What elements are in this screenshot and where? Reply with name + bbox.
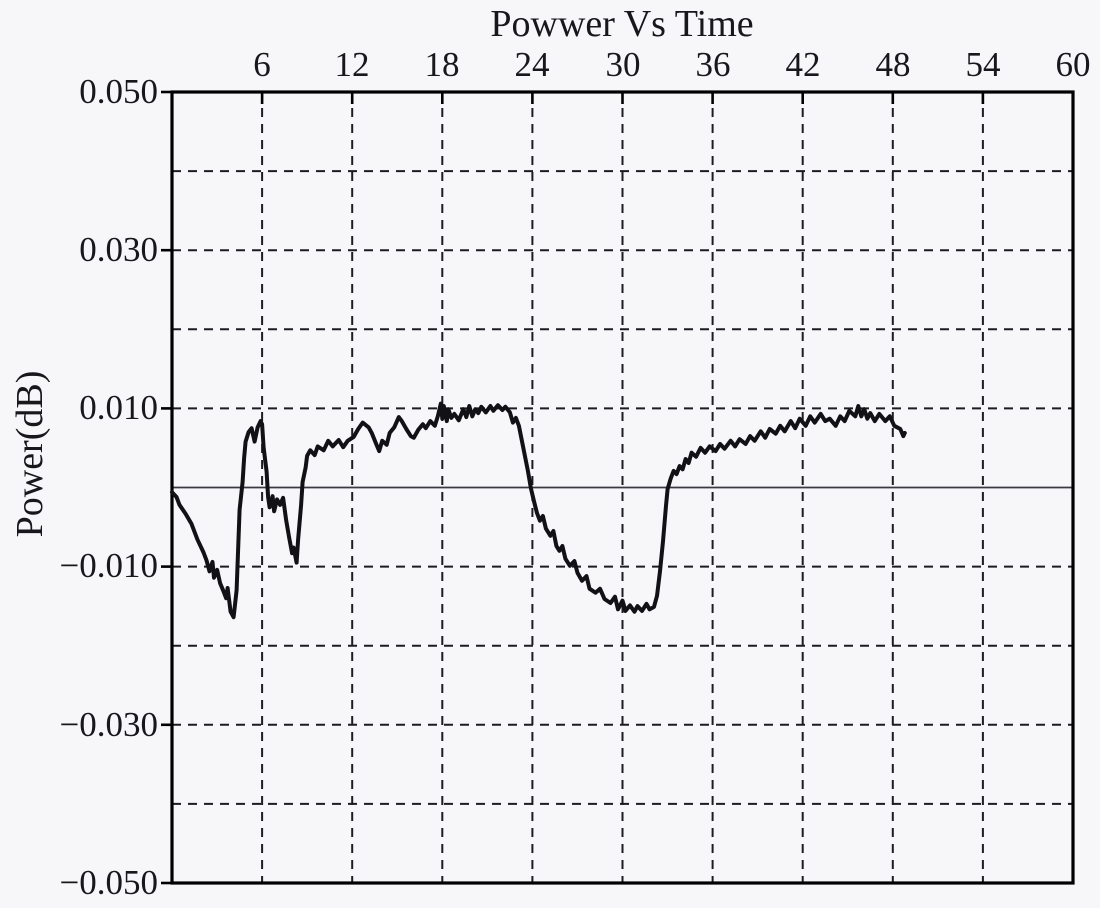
y-tick-label-0.050: 0.050 [79,72,158,111]
x-tick-label-12: 12 [334,45,370,84]
chart-title: Powwer Vs Time [490,3,754,45]
x-tick-label-60: 60 [1055,45,1091,84]
x-tick-label-18: 18 [424,45,460,84]
x-tick-label-36: 36 [695,45,731,84]
x-tick-label-54: 54 [965,45,1001,84]
x-tick-label-6: 6 [253,45,271,84]
y-tick-label-0.010: 0.010 [79,388,158,427]
y-tick-label--0.050: −0.050 [59,863,159,902]
y-tick-label--0.030: −0.030 [59,705,159,744]
y-tick-label-0.030: 0.030 [79,230,158,269]
x-tick-label-48: 48 [875,45,911,84]
y-tick-label--0.010: −0.010 [59,546,159,585]
x-tick-label-30: 30 [605,45,641,84]
x-tick-label-24: 24 [514,45,550,84]
x-tick-label-42: 42 [785,45,821,84]
